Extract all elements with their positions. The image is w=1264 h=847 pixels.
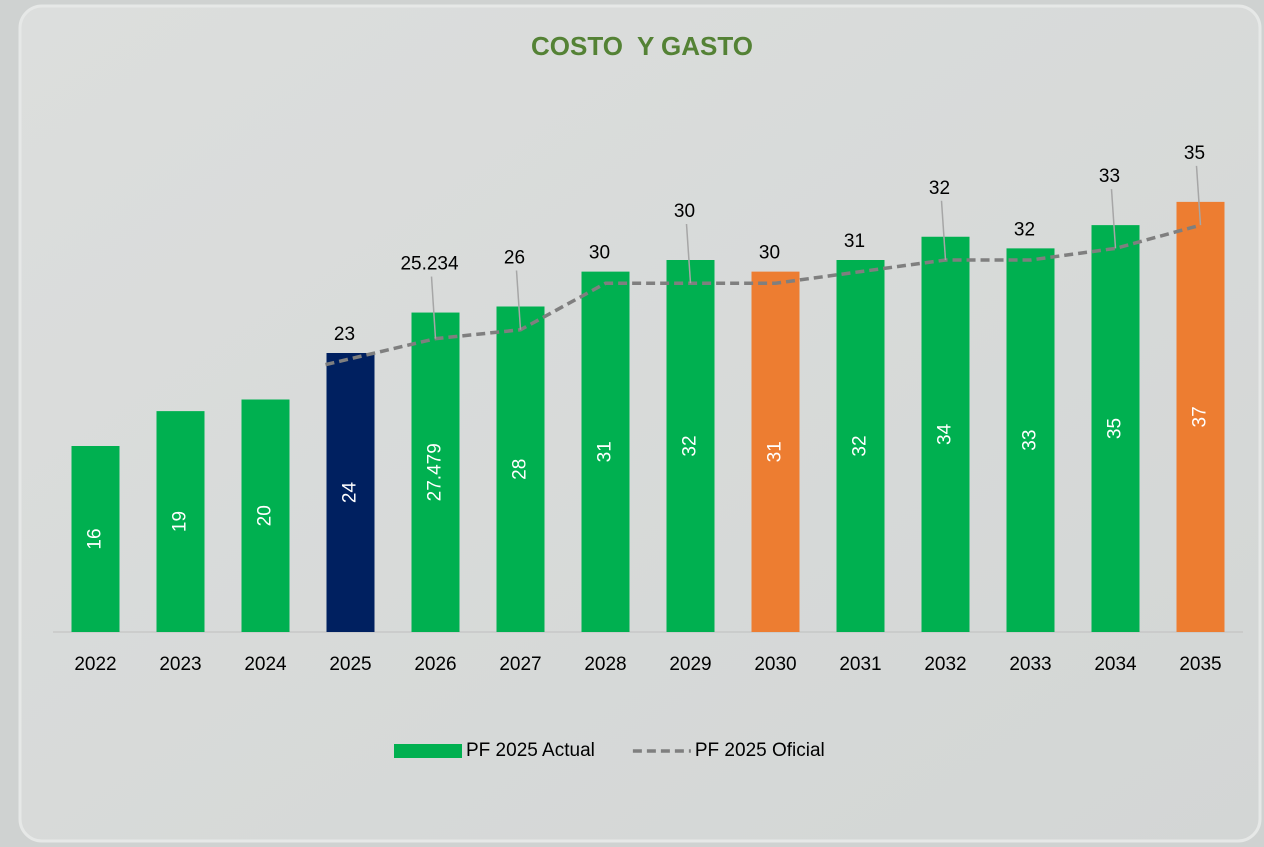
leader-line bbox=[940, 200, 947, 261]
bar bbox=[1176, 201, 1225, 632]
legend-label: PF 2025 Oficial bbox=[695, 740, 825, 761]
line-value-label: 26 bbox=[504, 248, 525, 269]
legend-swatch bbox=[394, 744, 462, 758]
bar bbox=[71, 446, 120, 632]
x-tick-label: 2033 bbox=[1009, 654, 1051, 675]
bar bbox=[921, 236, 970, 632]
bar-value-label: 19 bbox=[170, 511, 191, 532]
x-tick-label: 2026 bbox=[414, 654, 456, 675]
bar bbox=[666, 260, 715, 632]
bar-value-label: 32 bbox=[680, 435, 701, 456]
bar-value-label: 16 bbox=[85, 528, 106, 549]
chart-panel bbox=[18, 4, 1262, 843]
x-tick-label: 2028 bbox=[584, 654, 626, 675]
x-tick-label: 2029 bbox=[669, 654, 711, 675]
bar bbox=[836, 260, 885, 632]
bar-value-label: 28 bbox=[510, 459, 531, 480]
x-tick-label: 2031 bbox=[839, 654, 881, 675]
x-tick-label: 2030 bbox=[754, 654, 796, 675]
line-series bbox=[325, 223, 1201, 367]
bar bbox=[1091, 225, 1140, 632]
leader-line bbox=[1110, 189, 1117, 249]
line-value-label: 30 bbox=[589, 243, 610, 264]
chart-title: COSTO Y GASTO bbox=[531, 31, 753, 61]
bar bbox=[751, 271, 800, 632]
bar bbox=[581, 271, 630, 632]
bar-value-label: 34 bbox=[935, 423, 956, 445]
bar bbox=[156, 411, 205, 632]
line-value-label: 32 bbox=[929, 178, 950, 199]
x-tick-label: 2035 bbox=[1179, 654, 1221, 675]
x-tick-label: 2034 bbox=[1094, 654, 1137, 675]
line-value-label: 32 bbox=[1014, 219, 1035, 240]
legend-label: PF 2025 Actual bbox=[466, 740, 595, 761]
x-tick-label: 2023 bbox=[159, 654, 201, 675]
leader-line bbox=[515, 270, 522, 330]
bar bbox=[241, 399, 290, 632]
leader-line bbox=[430, 276, 437, 339]
bar-value-label: 32 bbox=[850, 435, 871, 456]
leader-line bbox=[1195, 165, 1202, 226]
line-value-label: 30 bbox=[759, 243, 780, 264]
line-value-label: 35 bbox=[1184, 143, 1205, 164]
bar-value-label: 37 bbox=[1190, 406, 1211, 427]
bar bbox=[326, 353, 375, 632]
leader-line bbox=[685, 223, 692, 284]
bar-value-label: 31 bbox=[765, 441, 786, 462]
line-value-label: 31 bbox=[844, 231, 865, 252]
bar-value-label: 24 bbox=[340, 482, 361, 504]
bar-value-label: 27.479 bbox=[425, 443, 446, 501]
line-value-label: 33 bbox=[1099, 166, 1120, 187]
x-tick-label: 2027 bbox=[499, 654, 541, 675]
bar bbox=[1006, 248, 1055, 632]
bar-value-label: 33 bbox=[1020, 430, 1041, 451]
x-tick-label: 2025 bbox=[329, 654, 371, 675]
line-value-label: 23 bbox=[334, 324, 355, 345]
line-value-label: 25.234 bbox=[400, 254, 459, 275]
bar bbox=[496, 306, 545, 632]
x-tick-label: 2032 bbox=[924, 654, 966, 675]
bar-value-label: 31 bbox=[595, 441, 616, 462]
x-tick-label: 2022 bbox=[74, 654, 116, 675]
line-value-label: 30 bbox=[674, 201, 695, 222]
x-tick-label: 2024 bbox=[244, 654, 287, 675]
bar-value-label: 35 bbox=[1105, 418, 1126, 439]
bar bbox=[411, 312, 460, 632]
bar-value-label: 20 bbox=[255, 505, 276, 526]
